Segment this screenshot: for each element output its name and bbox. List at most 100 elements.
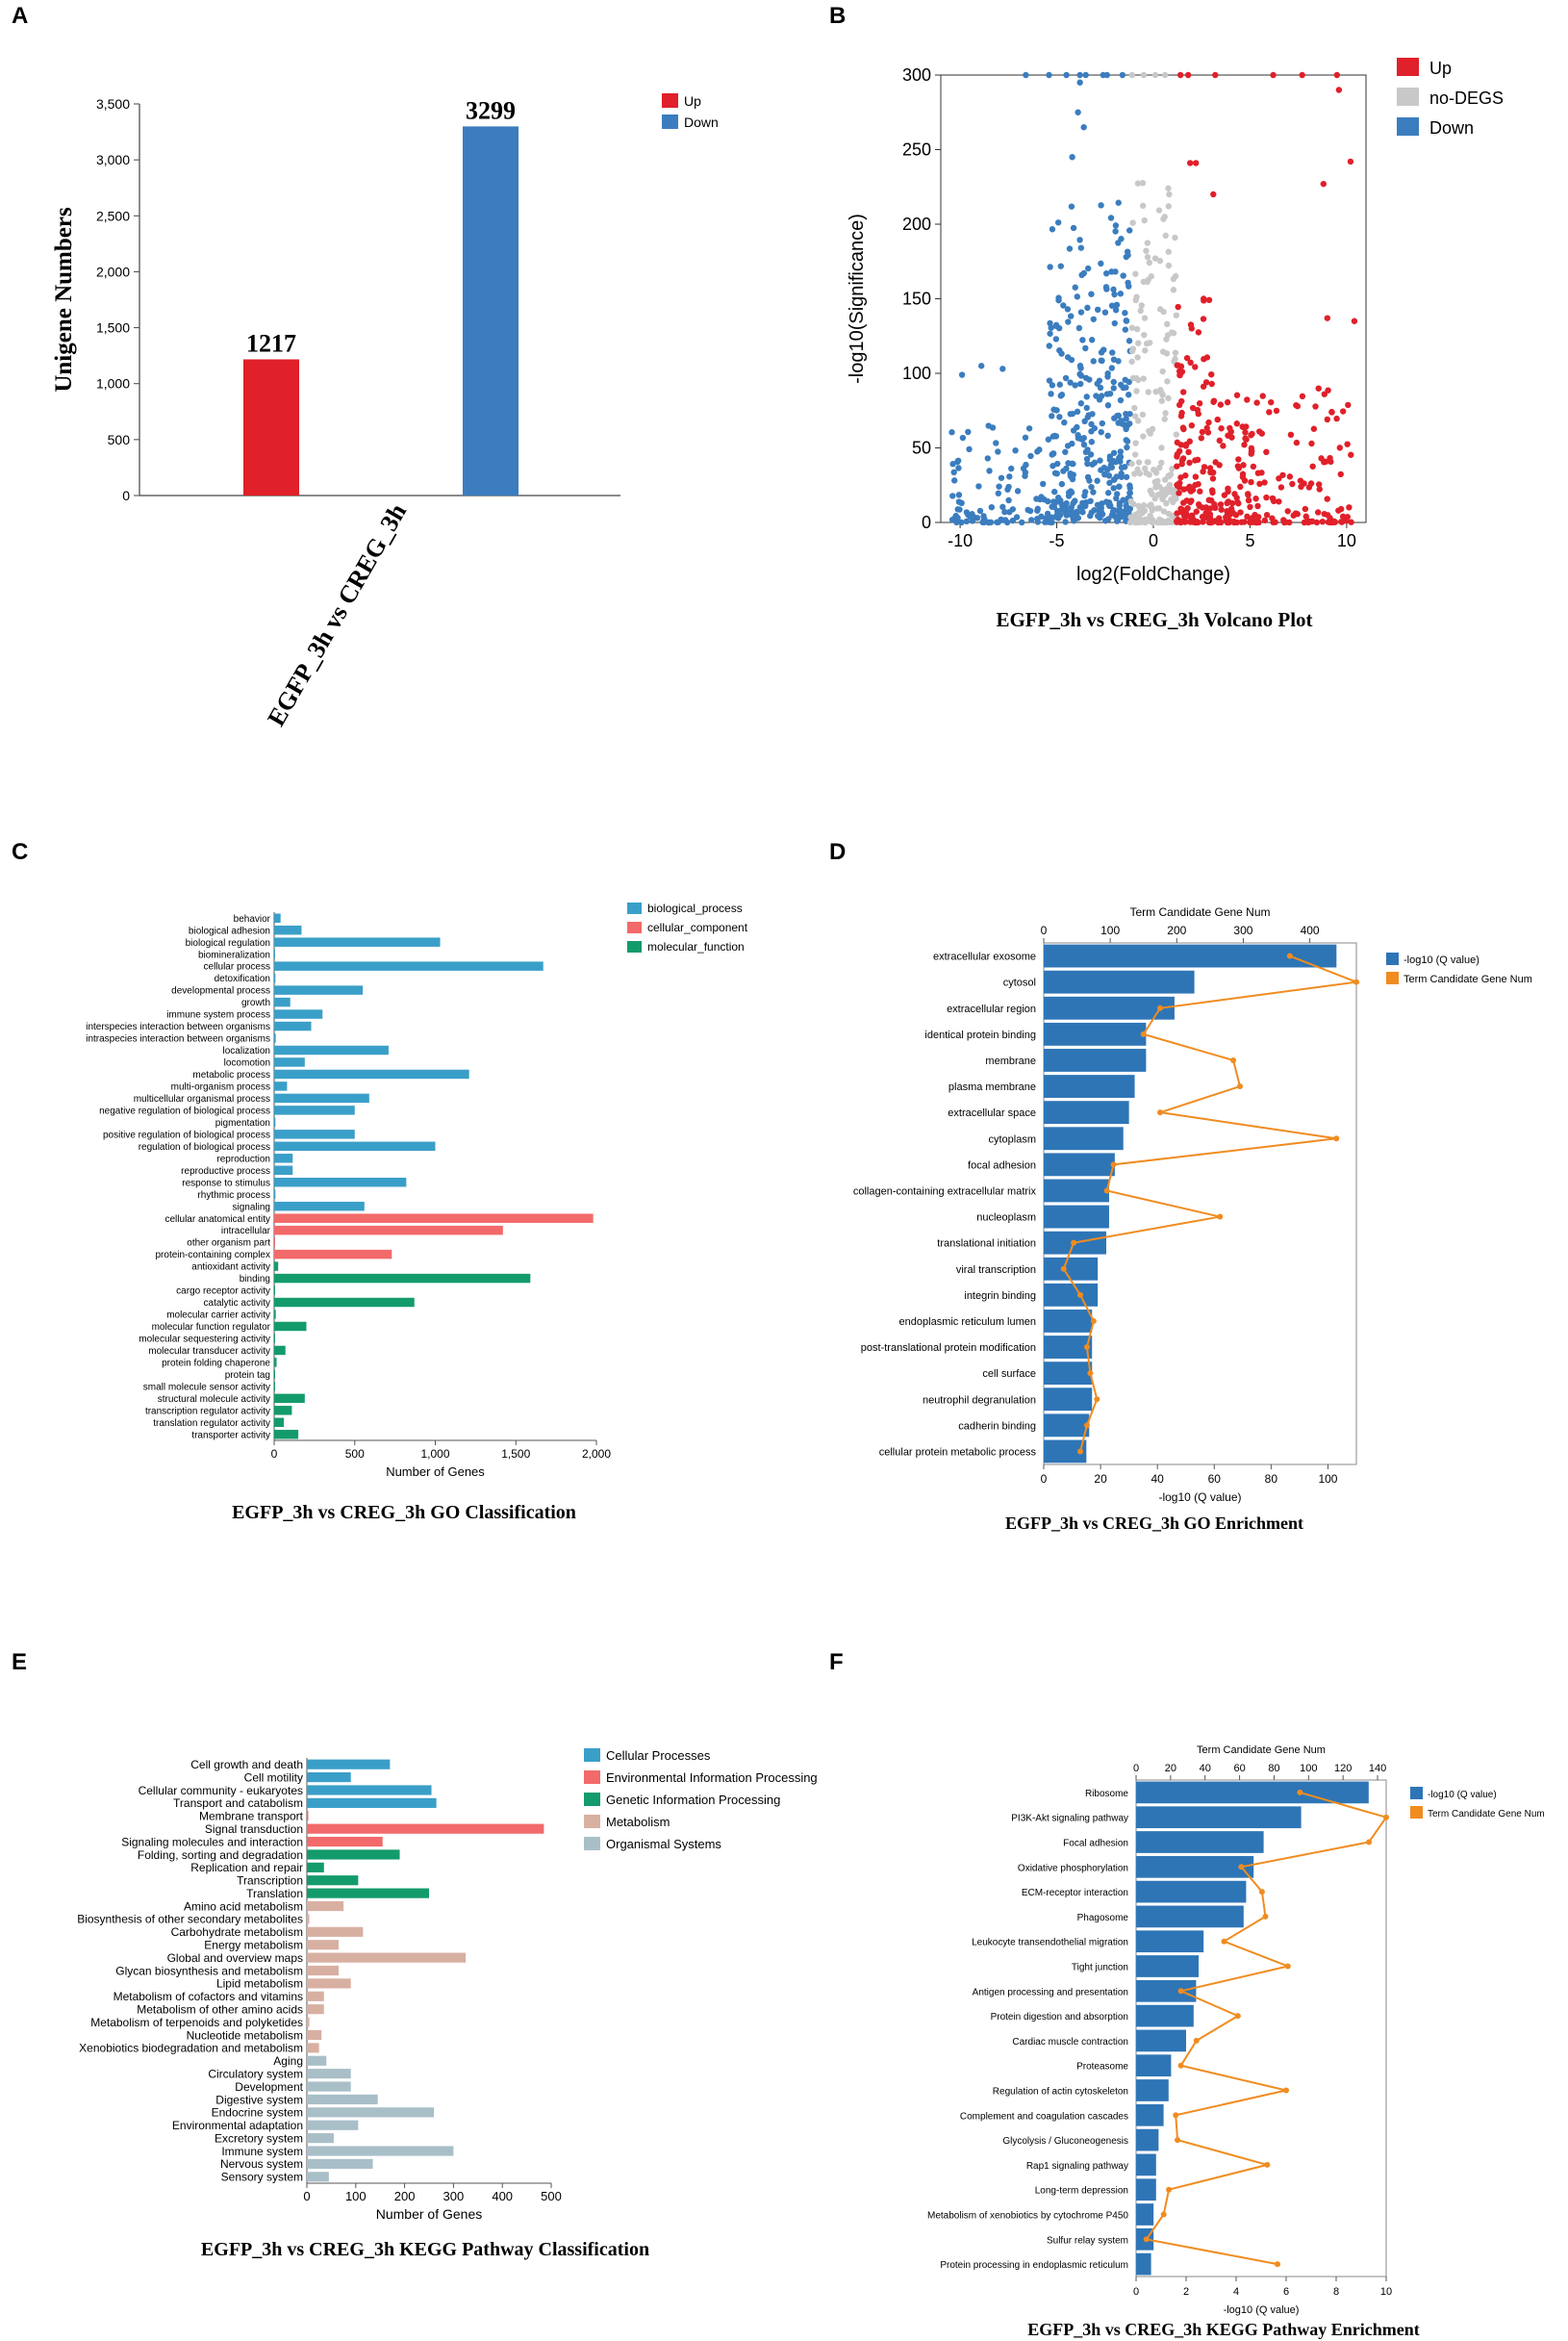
point-down xyxy=(993,440,999,446)
point-down xyxy=(1123,416,1129,422)
point-up xyxy=(1178,397,1185,405)
bar-regulation-of-biological-process xyxy=(274,1141,436,1152)
point-up xyxy=(1244,513,1251,521)
y-axis-title: Unigene Numbers xyxy=(51,207,77,393)
category-label-energy-metabolism: Energy metabolism xyxy=(204,1939,303,1952)
bar-transport-and-catabolism xyxy=(307,1797,437,1808)
category-label-cytoplasm: cytoplasm xyxy=(988,1133,1036,1145)
bar-focal-adhesion xyxy=(1136,1831,1264,1853)
point-up xyxy=(1240,462,1247,469)
point-down xyxy=(1120,272,1126,279)
bar-detoxification xyxy=(274,973,276,983)
point-nodegs xyxy=(1145,389,1151,395)
legend-swatch-molecular-function xyxy=(627,941,642,953)
point-up xyxy=(1197,488,1203,495)
category-label-xenobiotics-biodegradation-and-metabolism: Xenobiotics biodegradation and metabolis… xyxy=(79,2042,303,2055)
point-nodegs xyxy=(1139,411,1147,419)
point-up xyxy=(1280,519,1288,526)
bar-protein-tag xyxy=(274,1369,275,1380)
bar-nucleotide-metabolism xyxy=(307,2029,322,2041)
point-down xyxy=(1053,470,1060,477)
point-up xyxy=(1237,509,1244,516)
point-down xyxy=(1048,324,1054,331)
point-down xyxy=(1080,441,1088,448)
point-down xyxy=(1074,509,1081,516)
point-down xyxy=(1080,434,1087,442)
point-down xyxy=(1118,236,1125,242)
category-label-ecm-receptor-interaction: ECM-receptor interaction xyxy=(1022,1888,1128,1898)
category-label-transcription-regulator-activity: transcription regulator activity xyxy=(145,1406,270,1416)
gene-num-point xyxy=(1103,1187,1110,1194)
point-down xyxy=(1126,490,1133,496)
bar-signal-transduction xyxy=(307,1823,544,1834)
bar-negative-regulation-of-biological-process xyxy=(274,1106,355,1115)
point-up xyxy=(1286,473,1294,480)
bar-value-label-down: 3299 xyxy=(466,96,516,124)
point-up xyxy=(1315,385,1322,392)
point-down xyxy=(1046,343,1052,349)
point-down xyxy=(1111,476,1118,483)
point-down xyxy=(1066,245,1074,252)
point-outlier xyxy=(1320,180,1328,188)
y-tick-label: 300 xyxy=(902,65,931,85)
point-up xyxy=(1344,514,1352,521)
scatter-points xyxy=(948,71,1358,526)
x-tick-label: 20 xyxy=(1094,1472,1107,1486)
point-down xyxy=(988,503,996,511)
point-down xyxy=(1095,512,1101,520)
point-up xyxy=(1175,481,1182,488)
point-nodegs xyxy=(1165,185,1172,191)
y-tick-label: 0 xyxy=(922,513,931,532)
gene-num-point xyxy=(1177,1988,1184,1995)
point-down xyxy=(1081,418,1088,425)
bar-small-molecule-sensor-activity xyxy=(274,1382,275,1391)
point-capped xyxy=(1140,71,1148,79)
point-down xyxy=(1098,428,1104,436)
bar-protein-folding-chaperone xyxy=(274,1358,277,1367)
point-up xyxy=(1286,519,1293,526)
category-label-antioxidant-activity: antioxidant activity xyxy=(191,1262,270,1273)
x-tick-label: 100 xyxy=(345,2189,367,2203)
point-up xyxy=(1208,380,1215,388)
plot-frame xyxy=(1043,942,1357,1465)
point-up xyxy=(1248,478,1254,486)
point-down xyxy=(1077,372,1085,379)
point-down xyxy=(1104,432,1111,440)
point-up xyxy=(1233,392,1241,398)
point-down xyxy=(1050,488,1058,496)
point-nodegs xyxy=(1132,440,1139,446)
gene-num-point xyxy=(1077,1291,1084,1298)
point-up xyxy=(1337,505,1345,513)
point-up xyxy=(1206,514,1214,522)
point-nodegs xyxy=(1166,191,1173,198)
y-tick-label: 50 xyxy=(912,439,931,458)
point-nodegs xyxy=(1133,293,1140,300)
point-down xyxy=(1104,369,1111,377)
gene-num-point xyxy=(1083,1422,1090,1429)
point-up xyxy=(1221,492,1228,498)
category-label-focal-adhesion: Focal adhesion xyxy=(1063,1839,1128,1849)
point-nodegs xyxy=(1147,487,1153,495)
point-down xyxy=(1100,346,1107,353)
bar-xenobiotics-biodegradation-and-metabolism xyxy=(307,2043,319,2053)
point-down xyxy=(1050,463,1056,470)
point-up xyxy=(1312,403,1319,410)
bar-glycan-biosynthesis-and-metabolism xyxy=(307,1965,340,1976)
point-down xyxy=(1050,450,1057,457)
category-label-cytosol: cytosol xyxy=(1003,978,1036,989)
x-tick-label: 1,000 xyxy=(420,1447,449,1461)
point-down xyxy=(1083,404,1090,412)
point-up xyxy=(1313,519,1321,526)
category-label-sensory-system: Sensory system xyxy=(221,2171,303,2184)
point-down xyxy=(1086,477,1093,484)
plot-frame xyxy=(1135,1779,1387,2277)
point-down xyxy=(1091,507,1098,514)
category-label-biological-adhesion: biological adhesion xyxy=(189,926,270,936)
x-tick-label: 500 xyxy=(541,2189,562,2203)
point-down xyxy=(1079,337,1086,344)
point-up xyxy=(1228,434,1235,441)
chart-title: EGFP_3h vs CREG_3h KEGG Pathway Classifi… xyxy=(201,2239,649,2260)
point-up xyxy=(1220,443,1227,449)
category-label-membrane: membrane xyxy=(985,1056,1036,1067)
point-up xyxy=(1198,435,1205,442)
